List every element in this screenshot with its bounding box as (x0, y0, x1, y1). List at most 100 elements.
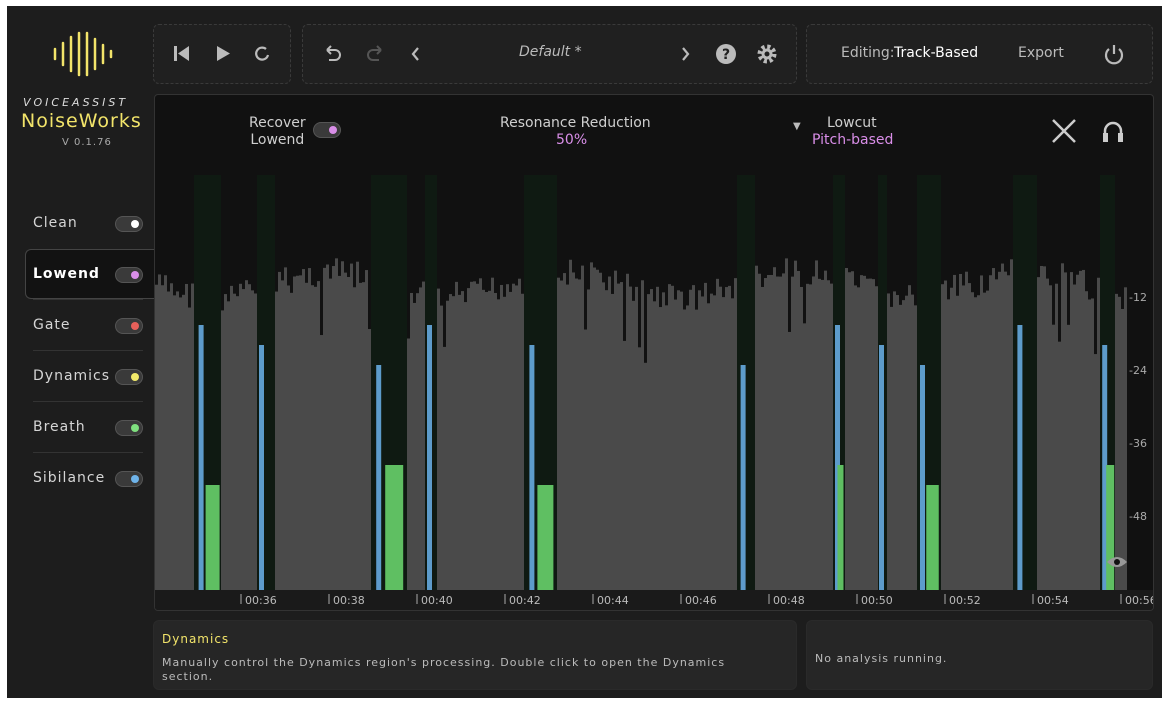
breath-region (205, 485, 220, 590)
waveform-column (968, 283, 971, 590)
settings[interactable] (757, 44, 777, 64)
recover-toggle[interactable] (313, 122, 341, 138)
module-toggle[interactable] (115, 216, 143, 232)
waveform-column (686, 305, 689, 590)
redo[interactable] (367, 45, 382, 61)
waveform-column (626, 273, 629, 590)
headphones[interactable] (1103, 121, 1123, 139)
lowcut-value[interactable]: Pitch-based (812, 132, 894, 148)
status: No analysis running. (815, 652, 948, 665)
module-toggle[interactable] (115, 267, 143, 283)
waveform-column (368, 329, 371, 590)
gap-region (749, 175, 752, 590)
waveform-column (734, 278, 737, 590)
gap-region (1112, 175, 1115, 590)
level-label: -12 (1129, 291, 1147, 304)
module-label[interactable]: Sibilance (33, 470, 106, 486)
sibilance-region (879, 345, 884, 590)
help[interactable] (716, 44, 736, 64)
waveform-column (452, 296, 455, 590)
module-label[interactable]: Lowend (33, 266, 100, 282)
waveform-column (503, 296, 506, 590)
waveform-column (677, 290, 680, 590)
export-button[interactable]: Export (1018, 45, 1064, 61)
waveform-column (845, 268, 848, 590)
timeline-bar (155, 590, 1153, 610)
waveform-column (827, 280, 830, 590)
skip-back[interactable] (174, 46, 177, 61)
panel-icons (1052, 119, 1123, 143)
time-label: 00:48 (773, 594, 805, 607)
waveform-column (647, 294, 650, 590)
toggle-knob (131, 373, 139, 381)
waveform-column (479, 278, 482, 590)
gap-region (917, 175, 920, 590)
waveform-column (185, 283, 188, 590)
waveform-column (959, 273, 962, 590)
resonance-value[interactable]: 50% (556, 132, 588, 148)
waveform-column (983, 292, 986, 590)
module-toggle[interactable] (115, 318, 143, 334)
gap-region (746, 175, 749, 590)
waveform-column (419, 287, 422, 590)
sibilance-region (1102, 345, 1108, 590)
waveform-column (461, 291, 464, 590)
time-label: 00:54 (1037, 594, 1069, 607)
module-label[interactable]: Clean (33, 215, 78, 231)
next-preset[interactable] (682, 47, 690, 61)
gap-region (425, 175, 428, 590)
module-label[interactable]: Dynamics (33, 368, 111, 384)
waveform-column (1070, 272, 1073, 590)
editing-mode[interactable]: Track-Based (894, 45, 979, 61)
waveform-column (1076, 274, 1079, 590)
gap-region (884, 175, 887, 590)
module-label[interactable]: Breath (33, 419, 86, 435)
gap-region (404, 175, 407, 590)
waveform-column (320, 335, 323, 590)
waveform-column (974, 297, 977, 590)
module-label[interactable]: Gate (33, 317, 71, 333)
waveform-column (557, 277, 560, 590)
gap-region (395, 175, 398, 590)
waveform-column (317, 281, 320, 590)
waveform-column (890, 306, 893, 590)
undo[interactable] (326, 45, 341, 61)
waveform-column (869, 278, 872, 590)
module-toggle[interactable] (115, 369, 143, 385)
waveform-column (863, 275, 866, 590)
waveform-column (608, 276, 611, 590)
waveform-column (338, 275, 341, 590)
waveform-column (518, 278, 521, 590)
waveform-column (590, 262, 593, 590)
gap-region (392, 175, 395, 590)
waveform-column (629, 286, 632, 590)
play[interactable] (217, 46, 230, 61)
power-button[interactable] (1103, 43, 1125, 65)
waveform-column (1049, 285, 1052, 590)
lowcut-arrow[interactable]: ▼ (793, 121, 801, 132)
time-label: 00:42 (509, 594, 541, 607)
waveform-column (167, 291, 170, 590)
waveform-column (908, 285, 911, 590)
waveform-column (671, 285, 674, 590)
waveform-column (902, 300, 905, 590)
waveform-column (248, 284, 251, 590)
waveform-panel: -12 -24 -36 -48 00:36 00:38 00:40 00:42 00:44 00:… (154, 94, 1154, 611)
gap-region (548, 175, 551, 590)
visibility-toggle[interactable] (1107, 557, 1127, 567)
loop[interactable] (255, 46, 270, 61)
gap-region (272, 175, 275, 590)
module-toggle[interactable] (115, 471, 143, 487)
sibilance-region (427, 325, 432, 590)
waveform-column (506, 284, 509, 590)
gap-region (1034, 175, 1037, 590)
prev-preset[interactable] (411, 47, 419, 61)
waveform-column (782, 273, 785, 590)
info-box: Dynamics Manually control the Dynamics r… (153, 620, 797, 690)
preset-name[interactable]: Default * (519, 44, 582, 60)
waveform-column (656, 286, 659, 590)
close[interactable] (1052, 119, 1076, 143)
level-label: -48 (1129, 510, 1147, 523)
waveform-column (872, 279, 875, 590)
module-toggle[interactable] (115, 420, 143, 436)
